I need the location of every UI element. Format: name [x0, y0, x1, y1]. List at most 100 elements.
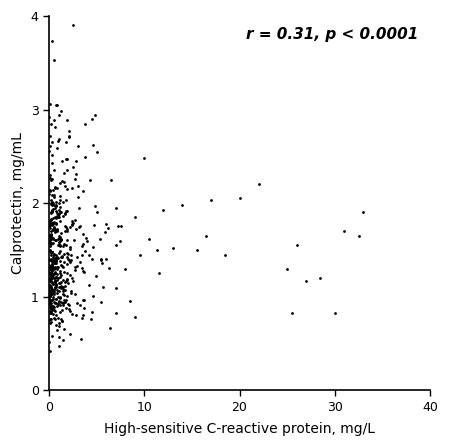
Point: [54, 275, 62, 282]
Point: [46, 315, 53, 322]
Point: [53, 270, 60, 277]
Point: [79, 242, 86, 249]
Point: [48, 261, 56, 268]
Point: [179, 202, 186, 209]
Point: [117, 237, 124, 244]
Point: [57, 217, 64, 224]
Point: [45, 148, 53, 155]
Point: [67, 271, 74, 278]
Point: [57, 242, 64, 249]
Point: [51, 224, 58, 231]
Point: [47, 210, 54, 217]
Point: [53, 198, 60, 205]
Point: [46, 283, 53, 290]
Point: [55, 342, 62, 350]
Point: [93, 209, 100, 216]
Point: [104, 224, 111, 232]
Point: [51, 270, 58, 277]
Point: [98, 257, 105, 264]
Point: [46, 316, 53, 323]
Point: [51, 227, 58, 234]
Point: [47, 222, 54, 229]
Point: [56, 257, 63, 265]
Point: [49, 239, 57, 246]
Point: [64, 227, 71, 234]
Point: [57, 282, 64, 289]
Point: [57, 284, 64, 291]
Point: [49, 304, 57, 311]
Point: [88, 308, 95, 315]
Point: [49, 289, 57, 296]
Point: [90, 221, 97, 228]
Point: [47, 236, 54, 243]
Point: [88, 315, 95, 322]
Point: [54, 241, 62, 249]
Point: [75, 223, 82, 230]
Point: [48, 215, 55, 223]
Point: [79, 315, 86, 322]
Point: [58, 278, 65, 286]
Point: [52, 202, 59, 209]
Point: [77, 301, 84, 308]
Point: [81, 154, 88, 161]
Point: [222, 251, 229, 258]
Point: [49, 253, 57, 260]
Point: [317, 274, 324, 282]
Point: [53, 257, 60, 264]
Point: [48, 232, 55, 239]
Point: [54, 254, 62, 261]
Point: [47, 304, 54, 311]
Point: [58, 317, 66, 325]
Point: [113, 309, 120, 316]
Point: [51, 201, 58, 208]
Point: [51, 117, 58, 124]
Point: [46, 256, 53, 263]
Point: [59, 254, 66, 261]
Point: [62, 241, 69, 249]
Point: [47, 347, 54, 354]
Point: [61, 292, 68, 299]
Point: [71, 216, 79, 224]
Point: [207, 197, 215, 204]
Point: [53, 210, 60, 217]
Point: [55, 314, 62, 321]
Point: [47, 283, 54, 290]
Point: [55, 199, 62, 207]
Point: [55, 138, 62, 145]
Point: [58, 307, 66, 314]
Point: [53, 274, 60, 281]
Point: [74, 253, 81, 261]
Point: [48, 273, 55, 280]
Point: [48, 332, 56, 339]
Point: [47, 273, 54, 280]
Point: [60, 291, 67, 298]
Point: [51, 314, 58, 321]
Point: [48, 266, 55, 274]
Point: [58, 284, 65, 291]
Point: [57, 273, 64, 280]
Point: [80, 304, 88, 311]
Point: [46, 296, 53, 304]
Point: [48, 278, 55, 286]
Point: [59, 300, 66, 307]
Point: [49, 295, 57, 303]
Point: [49, 286, 56, 293]
Point: [47, 217, 54, 224]
Point: [52, 185, 59, 192]
Point: [73, 262, 80, 270]
Point: [48, 305, 55, 312]
Point: [98, 256, 105, 263]
Point: [61, 240, 68, 247]
Point: [53, 260, 60, 267]
Point: [101, 228, 109, 235]
Point: [77, 335, 84, 342]
Point: [48, 138, 56, 145]
Point: [59, 243, 66, 250]
Point: [51, 263, 58, 270]
Point: [66, 257, 73, 264]
Point: [62, 223, 70, 230]
Point: [52, 278, 59, 285]
Point: [56, 298, 63, 305]
Point: [50, 220, 57, 228]
Point: [64, 236, 71, 243]
